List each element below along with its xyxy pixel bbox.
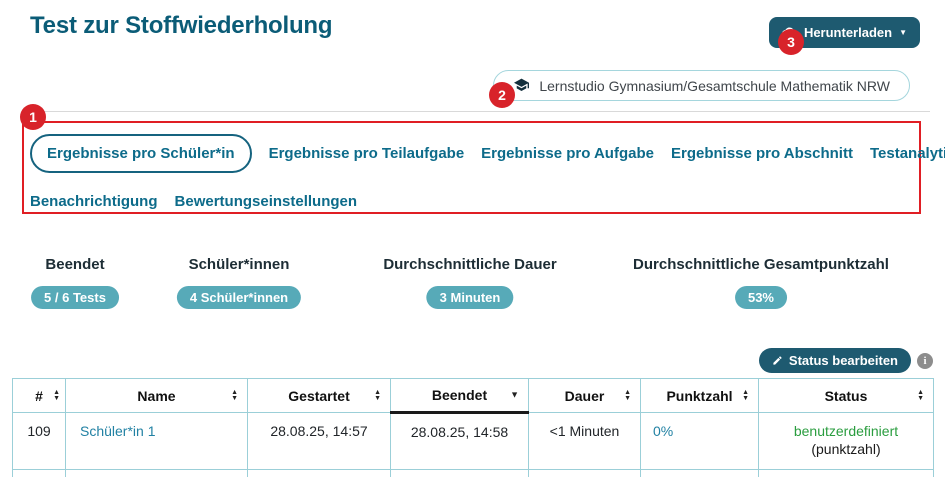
cell-num: 109 — [12, 412, 66, 470]
column-label: Dauer — [564, 387, 605, 404]
sort-icon[interactable]: ▲ ▼ — [917, 388, 924, 402]
score-link[interactable]: 0% — [653, 423, 674, 439]
download-button-label: Herunterladen — [803, 25, 893, 40]
cell-name: Schüler*in 1 — [65, 412, 248, 470]
graduation-cap-icon — [513, 78, 530, 93]
sort-desc-icon[interactable]: ▼ — [510, 389, 519, 400]
stat-label: Durchschnittliche Dauer — [383, 256, 557, 273]
column-header-status[interactable]: Status ▲ ▼ — [758, 378, 934, 413]
column-label: Name — [137, 387, 176, 404]
sort-icon[interactable]: ▲ ▼ — [742, 388, 749, 402]
pencil-icon — [772, 355, 783, 366]
status-value: benutzerdefiniert — [793, 423, 899, 439]
status-note: (punktzahl) — [811, 441, 881, 457]
caret-down-icon: ▼ — [899, 27, 907, 37]
tab-benachrichtigung[interactable]: Benachrichtigung — [30, 193, 158, 210]
stat-durchschnittliche-dauer: Durchschnittliche Dauer 3 Minuten — [383, 256, 557, 309]
sort-icon[interactable]: ▲ ▼ — [231, 388, 238, 402]
annotation-badge-2: 2 — [489, 82, 515, 108]
stat-beendet: Beendet 5 / 6 Tests — [31, 256, 119, 309]
tab-ergebnisse-pro-aufgabe[interactable]: Ergebnisse pro Aufgabe — [481, 145, 654, 162]
cell-status: benutzerdefiniert (punktzahl) — [758, 412, 934, 470]
results-table: # ▲ ▼ Name ▲ ▼ Gestartet ▲ ▼ Beendet ▼ Daue… — [12, 378, 934, 477]
table-header-row: # ▲ ▼ Name ▲ ▼ Gestartet ▲ ▼ Beendet ▼ Daue… — [12, 378, 934, 414]
stats-row: Beendet 5 / 6 Tests Schüler*innen 4 Schü… — [0, 256, 945, 318]
column-header-punktzahl[interactable]: Punktzahl ▲ ▼ — [640, 378, 759, 413]
column-label: Status — [824, 387, 868, 404]
cell-gestartet: 28.08.25, 14:57 — [247, 412, 391, 470]
class-selector-label: Lernstudio Gymnasium/Gesamtschule Mathem… — [539, 77, 890, 94]
annotation-badge-3: 3 — [778, 29, 804, 55]
cell-punktzahl: 0% — [640, 412, 759, 470]
student-link[interactable]: Schüler*in 1 — [80, 423, 156, 439]
tab-ergebnisse-pro-abschnitt[interactable]: Ergebnisse pro Abschnitt — [670, 145, 853, 162]
table-toolbar: Status bearbeiten i — [758, 348, 933, 373]
stat-label: Schüler*innen — [188, 256, 290, 273]
tab-ergebnisse-pro-schueler[interactable]: Ergebnisse pro Schüler*in — [30, 134, 252, 173]
stat-value-badge: 53% — [734, 286, 788, 309]
column-header-gestartet[interactable]: Gestartet ▲ ▼ — [247, 378, 391, 413]
stat-value-badge: 5 / 6 Tests — [31, 286, 119, 309]
sort-icon[interactable]: ▲ ▼ — [374, 388, 381, 402]
edit-status-button[interactable]: Status bearbeiten — [758, 348, 911, 373]
tabs-row-1: Ergebnisse pro Schüler*in Ergebnisse pro… — [30, 134, 945, 173]
column-label: # — [35, 387, 43, 404]
stat-value-badge: 4 Schüler*innen — [176, 286, 302, 309]
edit-status-button-label: Status bearbeiten — [788, 353, 898, 368]
table-row: 109 Schüler*in 1 28.08.25, 14:57 28.08.2… — [12, 412, 934, 470]
column-header-num[interactable]: # ▲ ▼ — [12, 378, 66, 413]
column-label: Beendet — [431, 387, 488, 403]
sort-icon[interactable]: ▲ ▼ — [53, 388, 60, 402]
stat-schueler-innen: Schüler*innen 4 Schüler*innen — [176, 256, 302, 309]
sort-icon[interactable]: ▲ ▼ — [624, 388, 631, 402]
column-label: Gestartet — [288, 387, 350, 404]
cell-beendet: 28.08.25, 14:58 — [390, 412, 529, 470]
class-selector[interactable]: Lernstudio Gymnasium/Gesamtschule Mathem… — [493, 70, 910, 101]
page-title: Test zur Stoffwiederholung — [30, 12, 333, 39]
stat-label: Durchschnittliche Gesamtpunktzahl — [633, 256, 889, 273]
column-header-beendet[interactable]: Beendet ▼ — [390, 378, 529, 414]
table-row — [12, 469, 934, 477]
tab-bewertungseinstellungen[interactable]: Bewertungseinstellungen — [174, 193, 358, 210]
info-icon[interactable]: i — [917, 352, 933, 369]
stat-durchschnittliche-gesamtpunktzahl: Durchschnittliche Gesamtpunktzahl 53% — [633, 256, 889, 309]
column-header-name[interactable]: Name ▲ ▼ — [65, 378, 248, 413]
stat-label: Beendet — [45, 256, 105, 273]
tabs-row-2: Benachrichtigung Bewertungseinstellungen — [30, 183, 357, 220]
column-header-dauer[interactable]: Dauer ▲ ▼ — [528, 378, 641, 413]
column-label: Punktzahl — [666, 387, 733, 404]
cell-dauer: <1 Minuten — [528, 412, 641, 470]
tab-ergebnisse-pro-teilaufgabe[interactable]: Ergebnisse pro Teilaufgabe — [268, 145, 465, 162]
header-divider — [22, 111, 930, 112]
annotation-badge-1: 1 — [20, 104, 46, 130]
stat-value-badge: 3 Minuten — [426, 286, 514, 309]
tab-testanalytik[interactable]: Testanalytik — [869, 145, 945, 162]
